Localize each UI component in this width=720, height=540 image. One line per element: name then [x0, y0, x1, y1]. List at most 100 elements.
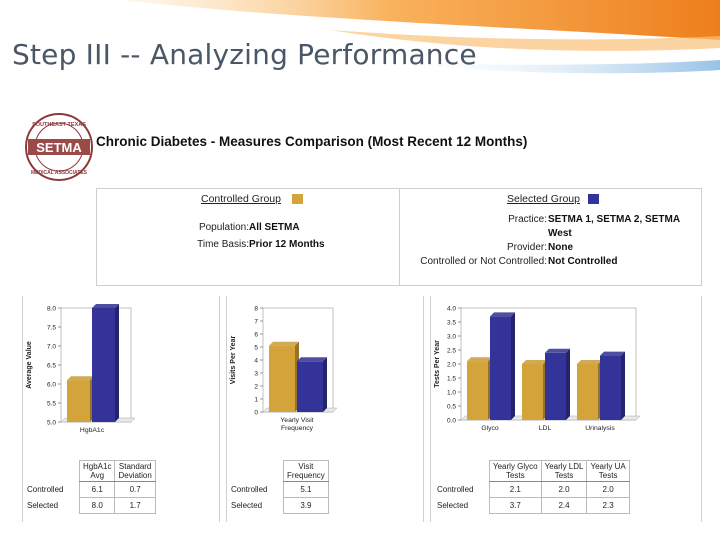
bar-side — [566, 348, 570, 420]
row-label: Selected — [437, 501, 469, 510]
bar-face — [297, 361, 323, 412]
bar-top — [67, 376, 94, 381]
bar-side — [115, 304, 119, 422]
selected-group-criteria: Selected Group Practice: SETMA 1, SETMA … — [400, 189, 701, 285]
table-header-row: HgbA1c Avg Standard Deviation — [27, 460, 156, 482]
bar-face — [522, 364, 543, 420]
bar-top — [577, 360, 602, 364]
y-tick-label: 8.0 — [47, 306, 56, 313]
table-row: Controlled 6.1 0.7 — [27, 481, 156, 498]
y-tick-label: 0.0 — [447, 418, 456, 425]
y-tick-label: 5 — [254, 345, 258, 352]
row-label: Controlled — [437, 485, 474, 494]
category-label: LDL — [539, 425, 552, 432]
row-label: Controlled — [27, 485, 64, 494]
table-cell: 2.3 — [586, 497, 630, 514]
report-panel: SOUTHEAST TEXAS MEDICAL ASSOCIATES SETMA… — [18, 106, 702, 524]
controlled-swatch — [292, 194, 303, 204]
criteria-label: Controlled or Not Controlled: — [420, 256, 547, 267]
bar-controlled — [467, 357, 492, 420]
bar-side — [323, 357, 327, 412]
y-tick-label: 7.0 — [47, 344, 56, 351]
table-cell: 2.4 — [540, 497, 588, 514]
stats-table: Visit Frequency Controlled 5.1 Selected 3.9 — [231, 460, 329, 514]
table-cell: 2.0 — [540, 481, 588, 498]
visit-frequency-panel: 0 1 2 3 4 5 6 7 8 Visits Per Year Yearly Visit Freq… — [226, 296, 424, 522]
header-spacer — [231, 461, 284, 482]
criteria-value: Not Controlled — [548, 256, 618, 267]
y-tick-label: 6.5 — [47, 363, 56, 370]
visit-frequency-chart: 0 1 2 3 4 5 6 7 8 Visits Per Year Yearly VisitFreq… — [230, 306, 338, 432]
y-axis-label: Average Value — [26, 341, 33, 389]
header-spacer — [27, 461, 80, 482]
criteria-box: Controlled Group Population: All SETMA T… — [96, 188, 702, 286]
logo-wordmark: SETMA — [36, 140, 82, 155]
setma-logo: SOUTHEAST TEXAS MEDICAL ASSOCIATES SETMA — [24, 112, 94, 182]
table-row: Selected 3.7 2.4 2.3 — [437, 497, 630, 514]
y-tick-label: 0.5 — [447, 404, 456, 411]
y-tick-label: 6.0 — [47, 382, 56, 389]
bar-selected — [297, 357, 327, 412]
logo-ring-bottom: MEDICAL ASSOCIATES — [31, 170, 88, 176]
hgba1c-chart: 5.0 5.5 6.0 6.5 7.0 7.5 8.0 Average Value HgbA1c — [26, 304, 136, 434]
selected-group-heading: Selected Group — [507, 193, 580, 205]
table-cell: 8.0 — [78, 497, 116, 514]
bar-selected — [545, 348, 570, 420]
category-label: Glyco — [481, 425, 499, 432]
bar-face — [269, 345, 295, 412]
y-tick-label: 3.0 — [447, 334, 456, 341]
banner-graphic — [0, 0, 720, 92]
y-tick-label: 8 — [254, 306, 258, 313]
bar-face — [490, 316, 511, 420]
bar-face — [467, 361, 488, 420]
table-row: Controlled 5.1 — [231, 481, 329, 498]
y-tick-label: 3.5 — [447, 320, 456, 327]
column-header: Yearly Glyco Tests — [489, 460, 542, 482]
y-tick-label: 5.5 — [47, 401, 56, 408]
row-label: Selected — [27, 501, 59, 510]
category-label: Yearly Visit — [280, 417, 313, 424]
y-tick-label: 1.0 — [447, 390, 456, 397]
bar-selected — [600, 351, 625, 420]
table-cell: 6.1 — [78, 481, 116, 498]
column-header: Visit Frequency — [283, 460, 329, 482]
table-cell: 3.9 — [283, 497, 329, 514]
table-row: Selected 8.0 1.7 — [27, 497, 156, 514]
table-header-row: Yearly Glyco Tests Yearly LDL Tests Yearly… — [437, 460, 630, 482]
y-tick-label: 0 — [254, 410, 258, 417]
bar-controlled — [522, 360, 547, 420]
column-header: Yearly UA Tests — [586, 460, 630, 482]
y-tick-label: 6 — [254, 332, 258, 339]
row-label: Controlled — [231, 485, 268, 494]
table-row: Selected 3.9 — [231, 497, 329, 514]
y-tick-label: 1 — [254, 397, 258, 404]
setma-logo-graphic: SOUTHEAST TEXAS MEDICAL ASSOCIATES SETMA — [25, 113, 93, 181]
hgba1c-panel: 5.0 5.5 6.0 6.5 7.0 7.5 8.0 Average Value HgbA1c… — [22, 296, 220, 522]
bar-controlled — [67, 376, 94, 422]
controlled-group-heading: Controlled Group — [201, 193, 281, 205]
criteria-label: Population: — [198, 222, 249, 233]
tests-chart: 0.0 0.5 1.0 1.5 2.0 2.5 3.0 3.5 4.0 Tests Per Yea… — [434, 306, 641, 432]
bar-face — [600, 355, 621, 420]
bar-controlled — [269, 341, 299, 412]
criteria-label: Practice: — [508, 214, 547, 225]
y-tick-label: 7.5 — [47, 325, 56, 332]
column-header: HgbA1c Avg — [78, 460, 116, 482]
y-axis-label: Tests Per Year — [434, 340, 441, 388]
criteria-value: All SETMA — [249, 222, 300, 233]
y-tick-label: 4 — [254, 358, 258, 365]
bar-top — [545, 348, 570, 353]
y-tick-label: 2.5 — [447, 348, 456, 355]
table-cell: 1.7 — [114, 497, 156, 514]
column-header: Yearly LDL Tests — [540, 460, 588, 482]
y-tick-label: 2.0 — [447, 362, 456, 369]
table-header-row: Visit Frequency — [231, 460, 329, 482]
category-label: Frequency — [281, 425, 314, 432]
controlled-group-criteria: Controlled Group Population: All SETMA T… — [97, 189, 400, 285]
y-axis-label: Visits Per Year — [230, 336, 237, 385]
bar-top — [269, 341, 299, 346]
y-tick-label: 3 — [254, 371, 258, 378]
bar-face — [577, 364, 598, 420]
criteria-label: Provider: — [506, 242, 547, 253]
bar-top — [297, 357, 327, 362]
